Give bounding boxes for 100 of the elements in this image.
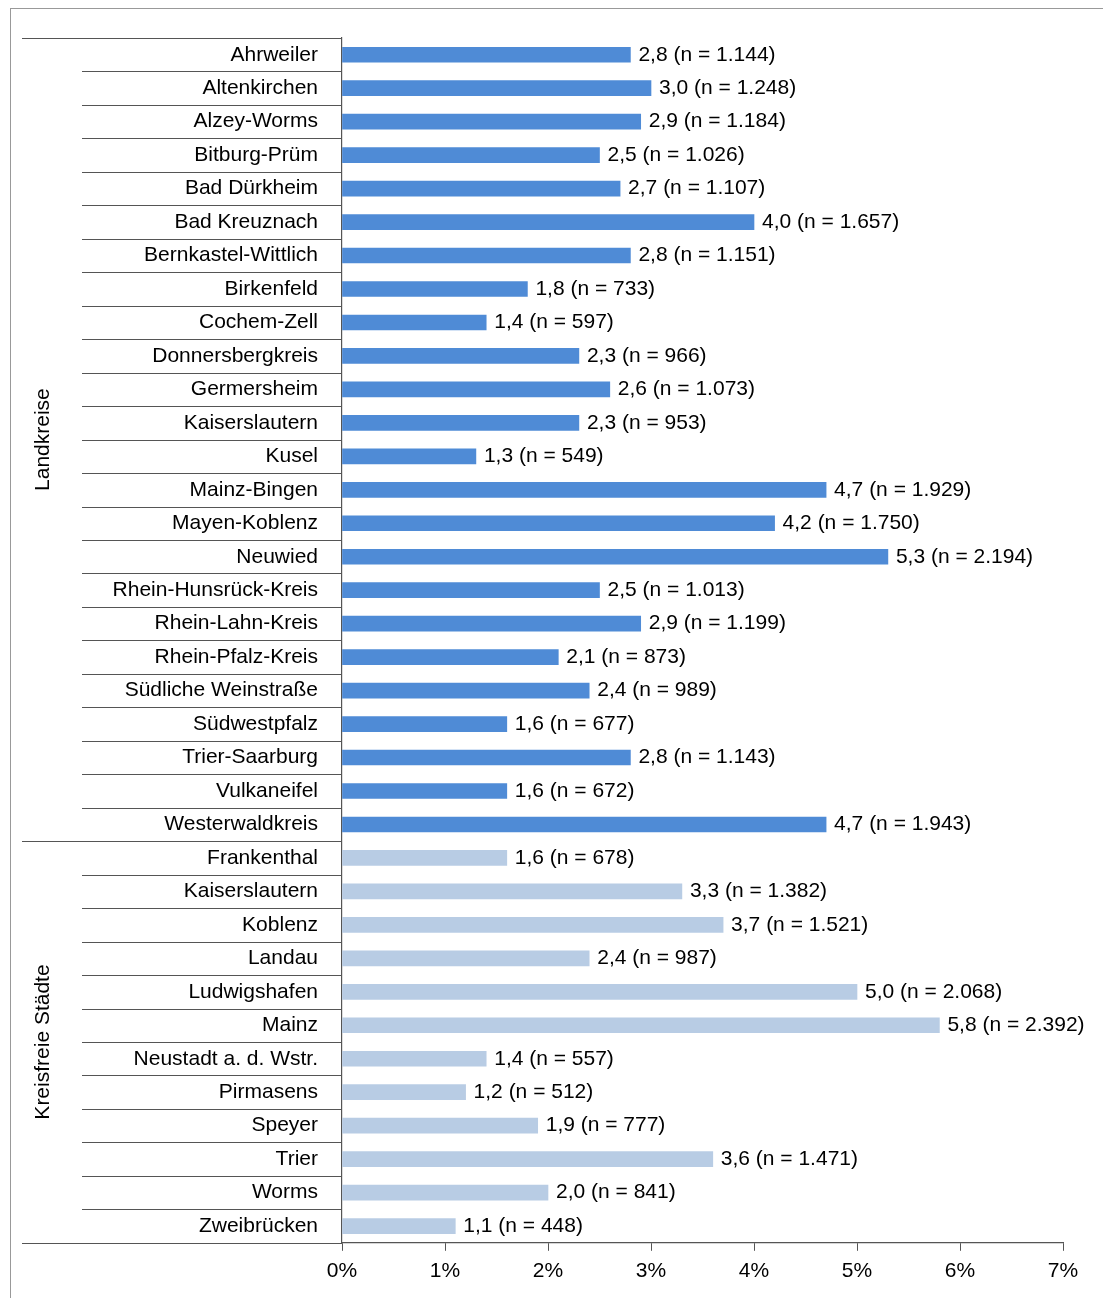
bar [342, 783, 508, 799]
y-tick-label: Bernkastel-Wittlich [144, 242, 318, 266]
bar [342, 1017, 940, 1034]
bar [342, 314, 487, 331]
y-tick-label: Altenkirchen [202, 75, 318, 98]
data-label: 5,8 (n = 2.392) [947, 1012, 1085, 1036]
bar [342, 682, 590, 699]
y-tick-label: Neuwied [236, 543, 318, 567]
data-label: 4,7 (n = 1.943) [834, 811, 972, 835]
x-tick-label: 6% [944, 1258, 976, 1282]
x-tick-label: 3% [635, 1258, 667, 1282]
bar [342, 883, 683, 900]
data-label: 2,1 (n = 873) [566, 643, 686, 667]
text: Kreisfreie Städte [29, 964, 53, 1120]
data-label: 3,6 (n = 1.471) [720, 1145, 858, 1169]
bar [342, 816, 827, 833]
data-label: 2,8 (n = 1.144) [638, 41, 776, 65]
data-label: 2,0 (n = 841) [556, 1179, 676, 1203]
bar [342, 147, 600, 163]
bar [342, 649, 559, 665]
y-tick-label: Mainz-Bingen [189, 476, 318, 500]
data-label: 2,3 (n = 953) [586, 409, 707, 433]
bar [342, 515, 775, 532]
x-tick-label: 7% [1047, 1258, 1079, 1282]
bar [342, 381, 611, 398]
data-label: 4,2 (n = 1.750) [782, 510, 920, 534]
data-label: 1,4 (n = 557) [494, 1045, 614, 1069]
y-tick-label: Rhein-Lahn-Kreis [154, 610, 318, 634]
bar [342, 917, 724, 933]
data-label: 2,7 (n = 1.107) [628, 175, 766, 199]
bar [342, 1117, 539, 1134]
bar [342, 950, 590, 967]
data-label: 1,3 (n = 549) [483, 443, 604, 467]
data-label: 5,0 (n = 2.068) [865, 978, 1003, 1002]
y-tick-label: Bad Kreuznach [174, 208, 318, 232]
bar [342, 1084, 466, 1101]
bar [342, 348, 580, 364]
y-tick-label: Kaiserslautern [183, 878, 318, 902]
data-label: 2,6 (n = 1.073) [617, 376, 755, 400]
bar [342, 1184, 549, 1201]
bar [342, 113, 642, 130]
y-tick-label: Landau [247, 945, 318, 969]
data-label: 1,9 (n = 777) [545, 1112, 666, 1136]
y-tick-label: Speyer [251, 1112, 318, 1136]
bar [342, 850, 508, 866]
bar [342, 1218, 456, 1234]
y-tick-label: Cochem-Zell [198, 309, 318, 333]
y-tick-label: Kusel [265, 443, 318, 467]
data-label: 2,5 (n = 1.013) [607, 577, 745, 600]
x-tick-label: 2% [532, 1258, 564, 1282]
bar [342, 415, 580, 431]
bar [342, 481, 827, 498]
bar [342, 80, 652, 97]
y-tick-label: Vulkaneifel [216, 777, 318, 801]
text: Landkreise [29, 388, 53, 491]
bar [342, 214, 755, 230]
data-label: 1,1 (n = 448) [463, 1212, 583, 1236]
data-label: 5,3 (n = 2.194) [895, 543, 1034, 567]
y-tick-label: Ludwigshafen [188, 978, 318, 1002]
bar [342, 615, 642, 632]
y-tick-label: Germersheim [190, 376, 318, 400]
bar [342, 716, 508, 732]
data-label: 2,9 (n = 1.199) [648, 610, 786, 634]
y-tick-label: Alzey-Worms [193, 108, 318, 132]
y-tick-label: Mayen-Koblenz [172, 510, 318, 534]
y-tick-label: Bitburg-Prüm [194, 141, 318, 165]
y-tick-label: Birkenfeld [224, 275, 318, 299]
x-tick-label: 4% [738, 1258, 770, 1282]
bar [342, 1151, 714, 1167]
y-tick-label: Worms [251, 1179, 318, 1203]
data-label: 1,6 (n = 672) [514, 777, 635, 801]
data-label: 3,7 (n = 1.521) [731, 911, 869, 935]
data-label: 4,0 (n = 1.657) [762, 208, 900, 232]
bar [342, 448, 477, 465]
y-tick-label: Rhein-Hunsrück-Kreis [112, 577, 318, 600]
bar [342, 582, 600, 599]
bar [342, 281, 528, 297]
bar [342, 749, 631, 766]
bar [342, 46, 631, 63]
data-label: 2,8 (n = 1.151) [638, 242, 776, 266]
bar [342, 180, 621, 197]
y-tick-label: Frankenthal [207, 844, 318, 868]
y-tick-label: Pirmasens [218, 1079, 318, 1102]
data-label: 2,3 (n = 966) [586, 342, 707, 366]
y-tick-label: Rhein-Pfalz-Kreis [154, 643, 318, 667]
bar [342, 247, 631, 264]
data-label: 3,3 (n = 1.382) [689, 878, 828, 902]
data-label: 4,7 (n = 1.929) [834, 476, 972, 500]
x-tick-label: 5% [841, 1258, 873, 1282]
x-tick-label: 0% [326, 1258, 358, 1282]
data-label: 1,6 (n = 677) [514, 710, 635, 734]
y-tick-label: Koblenz [242, 911, 318, 935]
bar [342, 1050, 487, 1067]
y-tick-label: Südliche Weinstraße [124, 677, 318, 701]
data-label: 2,9 (n = 1.184) [648, 108, 786, 132]
y-tick-label: Mainz [261, 1012, 318, 1036]
y-tick-label: Zweibrücken [198, 1212, 318, 1236]
data-label: 1,6 (n = 678) [514, 844, 635, 868]
y-tick-label: Bad Dürkheim [184, 175, 318, 199]
data-label: 1,8 (n = 733) [535, 275, 656, 299]
